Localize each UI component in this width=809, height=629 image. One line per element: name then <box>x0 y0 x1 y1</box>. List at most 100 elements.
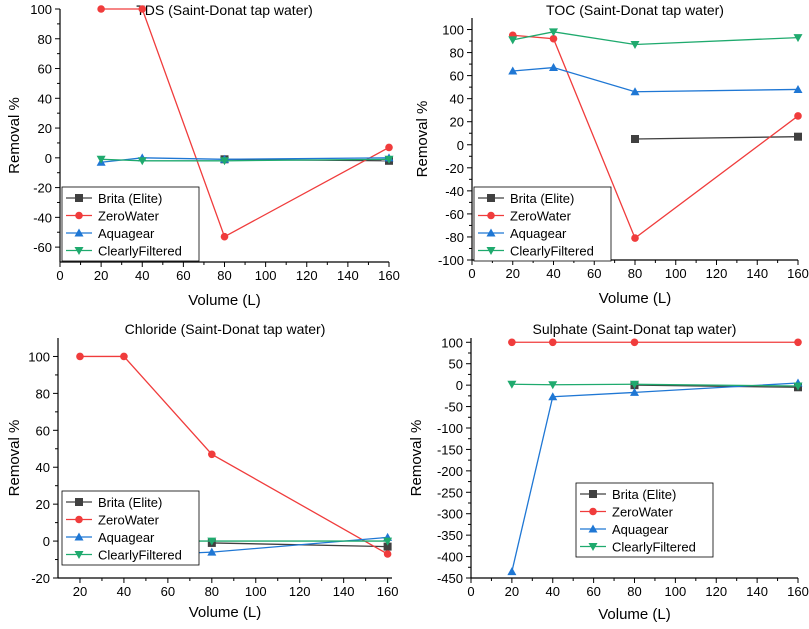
data-point <box>548 392 558 401</box>
data-point <box>793 84 803 93</box>
series-line <box>511 383 799 387</box>
legend-marker <box>75 194 83 202</box>
legend-box <box>575 482 714 558</box>
chart-panel-3: Chloride (Saint-Donat tap water) 20 40 60 80… <box>6 321 398 621</box>
data-point <box>507 567 517 576</box>
data-point <box>96 155 106 164</box>
y-tick-label: 40 <box>36 460 50 475</box>
legend: Brita (Elite) ZeroWater Aquagear ClearlyFil… <box>61 186 200 262</box>
chart-panel-2: TOC (Saint-Donat tap water) 0 20 40 60 80 100 1… <box>414 2 809 307</box>
data-point <box>794 338 802 347</box>
x-tick-label: 160 <box>787 584 809 599</box>
data-point <box>207 547 217 556</box>
x-tick-label: 100 <box>665 266 687 281</box>
legend-label: Brita (Elite) <box>98 191 162 206</box>
y-tick-label: 60 <box>36 423 50 438</box>
data-point <box>549 63 558 72</box>
y-axis-label: Removal % <box>414 101 431 178</box>
data-point <box>549 34 558 43</box>
y-tick-label: 100 <box>442 23 464 38</box>
data-point <box>630 87 640 96</box>
x-tick-label: 80 <box>627 584 641 599</box>
y-tick-label: -300 <box>437 507 463 522</box>
data-point <box>631 135 639 143</box>
data-point <box>549 28 558 37</box>
legend-label: Aquagear <box>510 226 567 241</box>
y-tick-label: 100 <box>30 2 52 17</box>
chart-title: Sulphate (Saint-Donat tap water) <box>533 321 737 337</box>
y-tick-label: -100 <box>438 253 464 268</box>
y-axis-label: Removal % <box>408 420 425 497</box>
y-tick-label: 40 <box>450 92 464 107</box>
x-axis-label: Volume (L) <box>188 292 261 309</box>
y-tick-label: 20 <box>450 115 464 130</box>
y-tick-label: -450 <box>437 571 463 586</box>
legend-marker <box>588 543 598 551</box>
legend-label: Aquagear <box>612 522 669 537</box>
y-tick-label: 100 <box>441 335 463 350</box>
y-tick-label: -20 <box>31 571 50 586</box>
x-tick-label: 140 <box>337 268 359 283</box>
legend-label: ClearlyFiltered <box>510 244 594 259</box>
x-tick-label: 120 <box>296 268 318 283</box>
chart-panel-1: TDS (Saint-Donat tap water) 0 20 40 60 80 100 1… <box>6 2 400 309</box>
chart-panel-4: Sulphate (Saint-Donat tap water) 0 20 40 60 8… <box>408 321 809 623</box>
data-point <box>383 537 393 546</box>
y-tick-label: 0 <box>45 151 52 166</box>
y-tick-label: -400 <box>437 550 463 565</box>
x-tick-label: 140 <box>746 584 768 599</box>
y-tick-label: 20 <box>36 497 50 512</box>
series-line <box>101 158 390 162</box>
y-tick-label: -60 <box>445 207 464 222</box>
chart-title: TDS (Saint-Donat tap water) <box>136 2 313 18</box>
x-tick-label: 60 <box>161 584 175 599</box>
series-line <box>512 34 799 240</box>
x-axis-label: Volume (L) <box>599 290 672 307</box>
x-tick-label: 40 <box>117 584 131 599</box>
legend-box <box>473 186 612 262</box>
y-tick-label: -40 <box>33 210 52 225</box>
legend-marker <box>74 228 84 237</box>
data-point <box>548 338 557 347</box>
chart-title: TOC (Saint-Donat tap water) <box>546 2 724 18</box>
data-point <box>137 157 147 166</box>
data-point <box>120 352 128 361</box>
x-tick-label: 140 <box>746 266 768 281</box>
data-point <box>208 450 216 459</box>
series-clearlyfiltered <box>507 380 803 391</box>
legend-marker <box>74 551 84 559</box>
legend-label: ZeroWater <box>98 513 160 528</box>
legend-label: Brita (Elite) <box>98 495 162 510</box>
data-point <box>220 157 229 166</box>
y-tick-label: 0 <box>457 138 464 153</box>
legend-label: Brita (Elite) <box>612 487 676 502</box>
y-tick-label: -50 <box>444 400 463 415</box>
data-point <box>793 34 803 43</box>
y-tick-label: 60 <box>38 62 52 77</box>
x-tick-label: 100 <box>245 584 267 599</box>
legend-marker <box>589 490 597 498</box>
data-point <box>138 5 147 13</box>
legend-label: ZeroWater <box>510 209 572 224</box>
series-line <box>511 382 799 572</box>
y-tick-label: 40 <box>38 91 52 106</box>
series-line <box>634 384 799 388</box>
legend-label: ZeroWater <box>98 209 160 224</box>
legend-label: Brita (Elite) <box>510 191 574 206</box>
legend-marker <box>75 515 83 524</box>
legend-label: Aquagear <box>98 530 155 545</box>
series-clearlyfiltered <box>508 28 803 50</box>
data-point <box>507 380 517 389</box>
legend: Brita (Elite) ZeroWater Aquagear ClearlyFil… <box>575 482 714 558</box>
x-tick-label: 60 <box>176 268 190 283</box>
series-clearlyfiltered <box>96 155 394 166</box>
y-tick-label: 80 <box>38 32 52 47</box>
x-tick-label: 60 <box>587 266 601 281</box>
x-tick-label: 120 <box>705 584 727 599</box>
legend-marker <box>588 524 598 533</box>
x-tick-label: 100 <box>665 584 687 599</box>
chart-title: Chloride (Saint-Donat tap water) <box>125 321 326 337</box>
legend-marker <box>486 228 496 237</box>
y-tick-label: 20 <box>38 121 52 136</box>
